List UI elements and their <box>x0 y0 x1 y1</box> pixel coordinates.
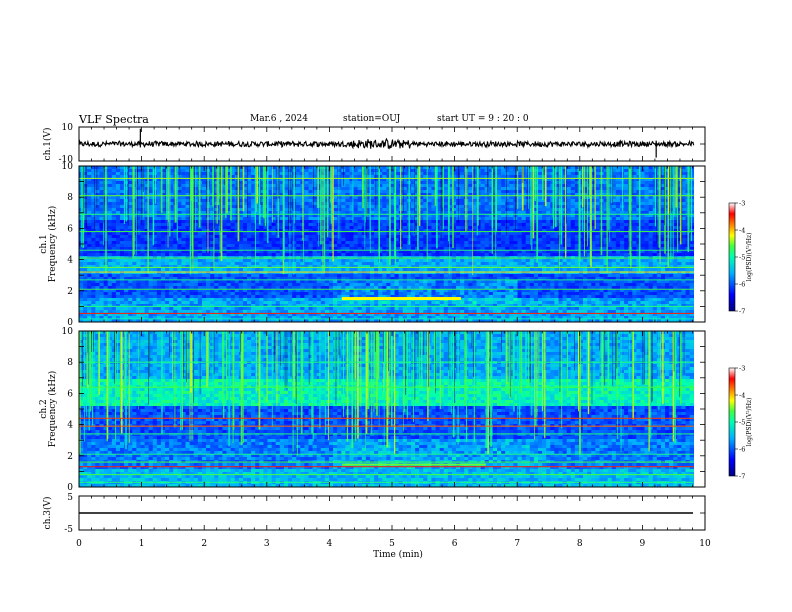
ch1-waveform-ylabel: ch.1(V) <box>42 128 53 161</box>
ch2-spectrogram-ticks <box>78 330 706 488</box>
ch1-spectrogram-ticks <box>78 165 706 323</box>
ch3-waveform-ylabel: ch.3(V) <box>42 497 53 530</box>
ch2-colorbar-bar <box>728 367 736 477</box>
ch1-colorbar: -3 -4 -5 -6 -7 log(PSD)(V²/Hz) <box>728 200 753 316</box>
colorbar-tick-label: -7 <box>739 308 745 316</box>
ch1-spectrogram-panel: 0 2 4 6 8 10 ch.1 Frequency (kHz) <box>39 162 706 328</box>
chart-title: VLF Spectra <box>79 113 149 126</box>
ch3-waveform-panel: 5 -5 ch.3(V) <box>42 493 706 535</box>
y-tick-label: 8 <box>67 193 73 203</box>
ch1-spectrogram-image <box>79 166 705 323</box>
ch1-spectrogram-ylabel: Frequency (kHz) <box>47 206 58 283</box>
x-tick-label: 4 <box>327 539 333 549</box>
ch2-colorbar: -3 -4 -5 -6 -7 log(PSD)(V²/Hz) <box>728 365 753 481</box>
x-tick-label: 9 <box>640 539 646 549</box>
x-tick-label: 1 <box>139 539 145 549</box>
ch2-spectrogram-yticklabels: 0 2 4 6 8 10 <box>62 327 74 493</box>
colorbar-tick-label: -3 <box>739 365 745 373</box>
ch3-ytick-bottom: -5 <box>64 525 73 535</box>
ch1-spectrogram-channel-label: ch.1 <box>39 234 49 253</box>
x-axis-label: Time (min) <box>373 549 423 560</box>
colorbar-tick-label: -4 <box>739 392 745 400</box>
ch1-spectrogram-yticklabels: 0 2 4 6 8 10 <box>62 162 74 328</box>
x-tick-label: 2 <box>201 539 207 549</box>
ch1-colorbar-ticks: -3 -4 -5 -6 -7 <box>735 200 745 316</box>
colorbar-tick-label: -3 <box>739 200 745 208</box>
x-axis-ticklabels: 0 1 2 3 4 5 6 7 8 9 10 <box>76 539 711 549</box>
ch3-ytick-top: 5 <box>67 493 73 503</box>
x-tick-label: 6 <box>452 539 458 549</box>
x-tick-label: 8 <box>577 539 583 549</box>
ch1-colorbar-label: log(PSD)(V²/Hz) <box>746 233 753 282</box>
ch2-spectrogram-ylabel: Frequency (kHz) <box>47 371 58 448</box>
colorbar-tick-label: -4 <box>739 227 745 235</box>
x-tick-label: 7 <box>514 539 520 549</box>
y-tick-label: 4 <box>67 256 73 266</box>
ch2-spectrogram-channel-label: ch.2 <box>39 399 49 418</box>
colorbar-tick-label: -5 <box>739 419 745 427</box>
ch2-colorbar-label: log(PSD)(V²/Hz) <box>746 398 753 447</box>
y-tick-label: 2 <box>67 452 73 462</box>
y-tick-label: 10 <box>62 162 74 172</box>
x-tick-label: 0 <box>76 539 82 549</box>
x-tick-label: 10 <box>699 539 711 549</box>
ch1-waveform-ticks <box>78 127 706 161</box>
ch1-colorbar-bar <box>728 202 736 312</box>
station-label: station=OUJ <box>343 114 401 124</box>
y-tick-label: 8 <box>67 358 73 368</box>
y-tick-label: 10 <box>62 327 74 337</box>
colorbar-tick-label: -7 <box>739 473 745 481</box>
colorbar-tick-label: -5 <box>739 254 745 262</box>
y-tick-label: 0 <box>67 483 73 493</box>
ch1-waveform-panel: 10 -10 ch.1(V) <box>42 123 706 165</box>
y-tick-label: 0 <box>67 318 73 328</box>
y-tick-label: 6 <box>67 389 73 399</box>
y-tick-label: 4 <box>67 421 73 431</box>
ch2-spectrogram-image <box>79 331 705 488</box>
ch2-colorbar-ticks: -3 -4 -5 -6 -7 <box>735 365 745 481</box>
ch1-ytick-top: 10 <box>62 123 74 133</box>
ch1-waveform-trace <box>78 128 695 158</box>
ch2-spectrogram-panel: 0 2 4 6 8 10 ch.2 Frequency (kHz) <box>39 327 706 493</box>
y-tick-label: 2 <box>67 287 73 297</box>
colorbar-tick-label: -6 <box>739 446 745 454</box>
ch3-waveform-ticks <box>78 496 706 530</box>
y-tick-label: 6 <box>67 224 73 234</box>
ch1-ytick-bottom: -10 <box>59 155 74 165</box>
start-time-label: start UT = 9 : 20 : 0 <box>437 114 529 124</box>
colorbar-tick-label: -6 <box>739 281 745 289</box>
x-tick-label: 3 <box>264 539 270 549</box>
x-tick-label: 5 <box>389 539 395 549</box>
date-label: Mar.6 , 2024 <box>250 114 308 124</box>
